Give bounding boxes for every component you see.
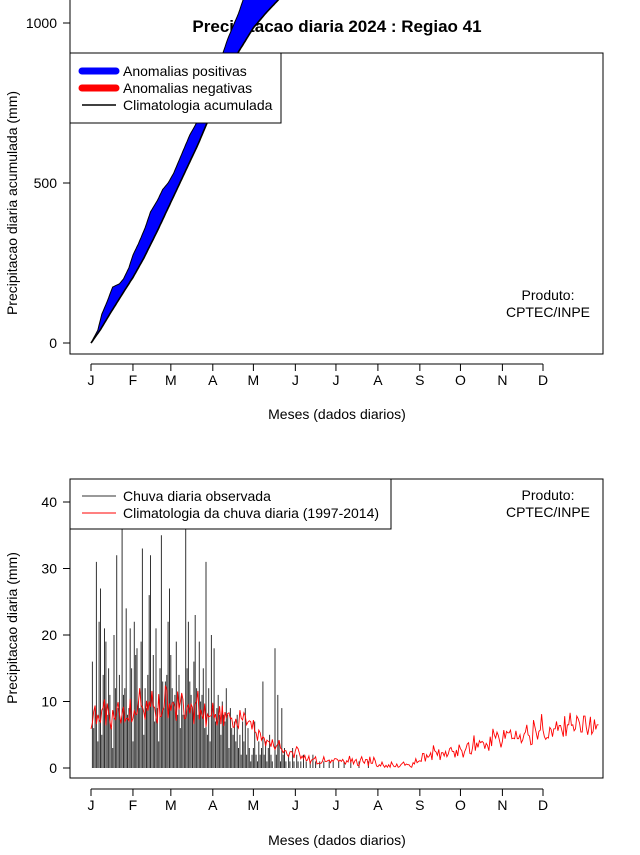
daily-x-tick-label: J <box>88 797 95 813</box>
cumulative-plot-area <box>90 0 280 344</box>
daily-y-tick-label: 20 <box>41 627 57 643</box>
cumulative-x-tick-label: J <box>332 372 339 388</box>
cumulative-y-tick-label: 0 <box>49 335 57 351</box>
cumulative-x-tick-label: M <box>248 372 260 388</box>
daily-x-tick-label: A <box>208 797 218 813</box>
daily-x-tick-label: F <box>129 797 138 813</box>
daily-x-axis-label: Meses (dados diarios) <box>268 832 406 848</box>
daily-x-tick-label: A <box>373 797 383 813</box>
daily-y-axis-label: Precipitacao diaria (mm) <box>4 552 20 704</box>
daily-credit-line2: CPTEC/INPE <box>506 504 590 520</box>
daily-legend-box <box>69 478 392 530</box>
daily-series-group <box>90 522 599 769</box>
daily-y-tick-label: 40 <box>41 494 57 510</box>
daily-plot-area <box>90 522 599 769</box>
cumulative-credit-line2: CPTEC/INPE <box>506 304 590 320</box>
daily-x-tick-label: D <box>538 797 548 813</box>
daily-panel: 0 10 20 30 40 J F M A M J J A S O N D Precipitacao diar… <box>4 478 604 848</box>
positive-anomaly-area <box>90 0 279 344</box>
cumulative-y-tick-label: 1000 <box>26 15 57 31</box>
climatology-cumulative-line <box>90 0 280 344</box>
daily-x-tick-label: M <box>165 797 177 813</box>
daily-y-axis: 0 10 20 30 40 <box>41 494 71 776</box>
daily-x-tick-label: O <box>455 797 466 813</box>
cumulative-x-tick-label: F <box>129 372 138 388</box>
cumulative-x-tick-label: O <box>455 372 466 388</box>
daily-y-tick-label: 30 <box>41 561 57 577</box>
daily-x-tick-label: M <box>248 797 260 813</box>
cumulative-legend: Anomalias positivas Anomalias negativas … <box>69 52 282 124</box>
cumulative-x-tick-label: A <box>373 372 383 388</box>
daily-x-tick-label: N <box>497 797 507 813</box>
figure-title: Precipitacao diaria 2024 : Regiao 41 <box>192 17 481 36</box>
cumulative-y-axis-label: Precipitacao diaria acumulada (mm) <box>4 91 20 315</box>
legend-negative-label: Anomalias negativas <box>123 80 252 96</box>
cumulative-x-tick-label: S <box>415 372 424 388</box>
cumulative-x-tick-label: J <box>292 372 299 388</box>
daily-x-tick-label: J <box>292 797 299 813</box>
legend-climatology-label: Climatologia acumulada <box>123 97 273 113</box>
daily-legend: Chuva diaria observada Climatologia da c… <box>69 478 392 530</box>
cumulative-credit-line1: Produto: <box>522 287 575 303</box>
cumulative-y-tick-label: 500 <box>34 175 58 191</box>
daily-y-tick-label: 0 <box>49 760 57 776</box>
cumulative-x-axis-label: Meses (dados diarios) <box>268 406 406 422</box>
legend-daily-climatology-label: Climatologia da chuva diaria (1997-2014) <box>123 505 379 521</box>
daily-credit-line1: Produto: <box>522 487 575 503</box>
legend-observed-label: Chuva diaria observada <box>123 488 271 504</box>
daily-x-tick-label: S <box>415 797 424 813</box>
cumulative-x-tick-label: D <box>538 372 548 388</box>
legend-positive-label: Anomalias positivas <box>123 63 247 79</box>
cumulative-x-tick-label: M <box>165 372 177 388</box>
cumulative-x-tick-label: N <box>497 372 507 388</box>
daily-climatology-line <box>90 685 599 769</box>
daily-y-tick-label: 10 <box>41 694 57 710</box>
cumulative-x-tick-label: J <box>88 372 95 388</box>
cumulative-x-tick-label: A <box>208 372 218 388</box>
daily-x-tick-label: J <box>332 797 339 813</box>
cumulative-y-axis: 050010001500 <box>26 0 71 351</box>
